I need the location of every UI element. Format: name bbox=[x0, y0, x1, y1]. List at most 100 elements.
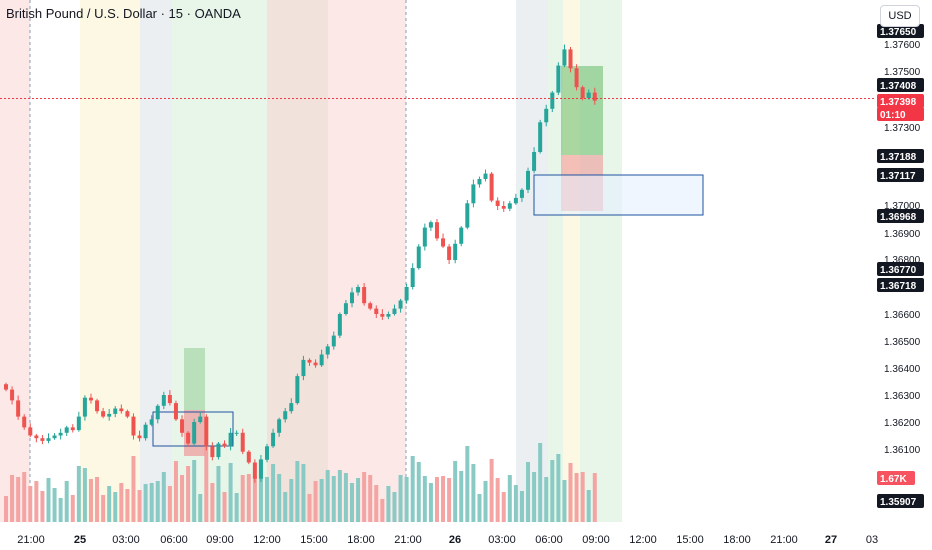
target-zone bbox=[184, 348, 205, 410]
candle-body bbox=[386, 314, 391, 317]
target-zone bbox=[561, 66, 603, 155]
price-label-text: 1.37650 bbox=[880, 27, 917, 38]
volume-bar bbox=[46, 478, 51, 522]
volume-bar bbox=[149, 483, 154, 522]
volume-bar bbox=[216, 466, 221, 522]
candle-body bbox=[125, 411, 130, 417]
candle-body bbox=[501, 206, 506, 209]
price-label-box bbox=[877, 94, 924, 108]
price-label-box bbox=[877, 262, 924, 276]
volume-bar bbox=[459, 471, 464, 522]
candle-body bbox=[149, 419, 154, 425]
candle-body bbox=[459, 227, 464, 244]
time-tick-label: 12:00 bbox=[253, 534, 281, 546]
candle-body bbox=[307, 359, 312, 363]
candle-body bbox=[107, 413, 112, 417]
volume-bar bbox=[325, 470, 330, 522]
currency-button[interactable]: USD bbox=[880, 5, 920, 27]
volume-bar bbox=[441, 476, 446, 522]
candle-body bbox=[441, 238, 446, 247]
time-tick-label: 03 bbox=[866, 534, 878, 546]
volume-bar bbox=[28, 486, 33, 522]
candle-body bbox=[319, 354, 324, 366]
price-tick-label: 1.36800 bbox=[884, 255, 921, 266]
volume-bar bbox=[307, 494, 312, 522]
candle-body bbox=[119, 408, 124, 412]
volume-bar bbox=[252, 476, 257, 522]
candle-body bbox=[246, 451, 251, 463]
price-tick-label: 1.36600 bbox=[884, 310, 921, 321]
candle-body bbox=[265, 446, 270, 460]
time-tick-label: 25 bbox=[74, 534, 86, 546]
volume-bar bbox=[64, 481, 69, 522]
volume-bar bbox=[319, 479, 324, 522]
volume-bar bbox=[362, 472, 367, 522]
candle-body bbox=[337, 314, 342, 336]
price-label-box bbox=[877, 209, 924, 223]
candle-body bbox=[513, 197, 518, 204]
volume-bar bbox=[453, 461, 458, 522]
price-label-text: 1.35907 bbox=[880, 497, 917, 508]
session-band bbox=[328, 0, 406, 522]
volume-bar bbox=[556, 454, 561, 522]
volume-bar bbox=[258, 459, 263, 522]
time-tick-label: 26 bbox=[449, 534, 461, 546]
volume-bar bbox=[40, 491, 45, 522]
candle-body bbox=[210, 446, 215, 458]
candle-body bbox=[10, 389, 15, 401]
candle-body bbox=[368, 303, 373, 309]
candle-body bbox=[313, 362, 318, 366]
volume-bar bbox=[513, 485, 518, 522]
candle-body bbox=[58, 432, 63, 436]
time-tick-label: 03:00 bbox=[112, 534, 140, 546]
candle-body bbox=[222, 443, 227, 447]
candle-body bbox=[374, 308, 379, 314]
volume-bar bbox=[404, 477, 409, 522]
candle-body bbox=[101, 411, 106, 417]
volume-bar bbox=[489, 459, 494, 522]
candle-body bbox=[349, 292, 354, 304]
price-label-box bbox=[877, 107, 924, 121]
price-axis[interactable]: 1.37600 1.37500 1.37300 1.37000 1.36900 1.368… bbox=[877, 24, 924, 508]
volume-bar bbox=[416, 462, 421, 522]
volume-bar bbox=[119, 483, 124, 522]
volume-bar bbox=[271, 464, 276, 522]
volume-bar bbox=[82, 468, 87, 522]
volume-bar bbox=[289, 479, 294, 522]
volume-bar bbox=[343, 473, 348, 522]
session-band bbox=[140, 0, 172, 522]
volume-bar bbox=[88, 479, 93, 522]
price-label-text: 1.67K bbox=[880, 474, 907, 485]
volume-bar bbox=[58, 498, 63, 522]
price-label-box bbox=[877, 471, 915, 485]
time-tick-label: 21:00 bbox=[17, 534, 45, 546]
volume-bar bbox=[507, 475, 512, 522]
volume-bar bbox=[532, 472, 537, 522]
price-label-text: 1.37117 bbox=[880, 171, 916, 182]
volume-bar bbox=[398, 475, 403, 522]
volume-bar bbox=[368, 475, 373, 522]
volume-bar bbox=[70, 495, 75, 522]
candle-body bbox=[483, 173, 488, 179]
price-label-text: 01:10 bbox=[880, 110, 906, 121]
candle-body bbox=[416, 246, 421, 269]
volume-bar bbox=[131, 456, 136, 522]
time-axis[interactable]: 21:00 25 03:00 06:00 09:00 12:00 15:00 18:00 21:… bbox=[17, 534, 878, 546]
candlesticks bbox=[4, 44, 597, 483]
candle-body bbox=[428, 222, 433, 228]
candle-body bbox=[82, 397, 87, 417]
candle-body bbox=[471, 184, 476, 204]
candle-body bbox=[137, 435, 142, 439]
volume-bar bbox=[240, 475, 245, 522]
volume-bar bbox=[386, 486, 391, 522]
volume-bar bbox=[380, 499, 385, 522]
volume-bar bbox=[173, 461, 178, 522]
price-tick-label: 1.37500 bbox=[884, 67, 921, 78]
volume-bar bbox=[374, 485, 379, 522]
time-tick-label: 12:00 bbox=[629, 534, 657, 546]
price-label-text: 1.37398 bbox=[880, 97, 917, 108]
volume-bar bbox=[313, 481, 318, 522]
candle-body bbox=[22, 416, 27, 428]
volume-bar bbox=[568, 463, 573, 522]
